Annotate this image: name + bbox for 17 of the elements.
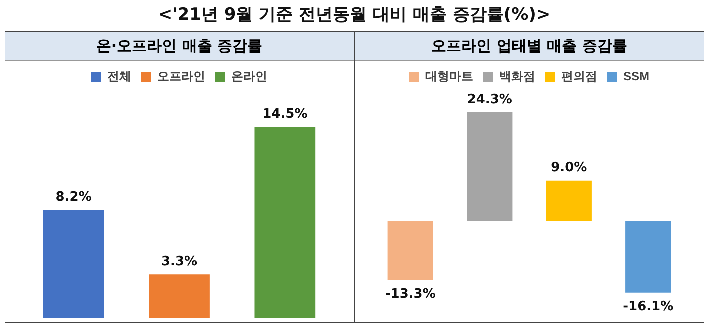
legend-label: 오프라인 — [158, 69, 206, 84]
data-label: 3.3% — [161, 254, 198, 270]
data-label: 24.3% — [467, 92, 512, 108]
data-label: -13.3% — [385, 287, 436, 302]
data-label: -16.1% — [623, 300, 674, 315]
legend-label: 대형마트 — [426, 69, 474, 84]
data-label: 14.5% — [262, 107, 308, 122]
text: <'21년 9월 기준 전년동월 대비 매출 증감률(%)> — [157, 4, 552, 27]
legend-label: 온라인 — [232, 69, 268, 84]
data-label: 8.2% — [56, 190, 92, 206]
chart-title: 온·오프라인 매출 증감률 — [5, 32, 354, 61]
legend-label: 백화점 — [500, 69, 536, 84]
chart-title: 오프라인 업태별 매출 증감률 — [355, 32, 704, 61]
data-label: 9.0% — [551, 160, 588, 176]
legend-label: SSM — [624, 69, 650, 84]
legend-label: 전체 — [108, 69, 132, 84]
legend-label: 편의점 — [562, 69, 598, 84]
